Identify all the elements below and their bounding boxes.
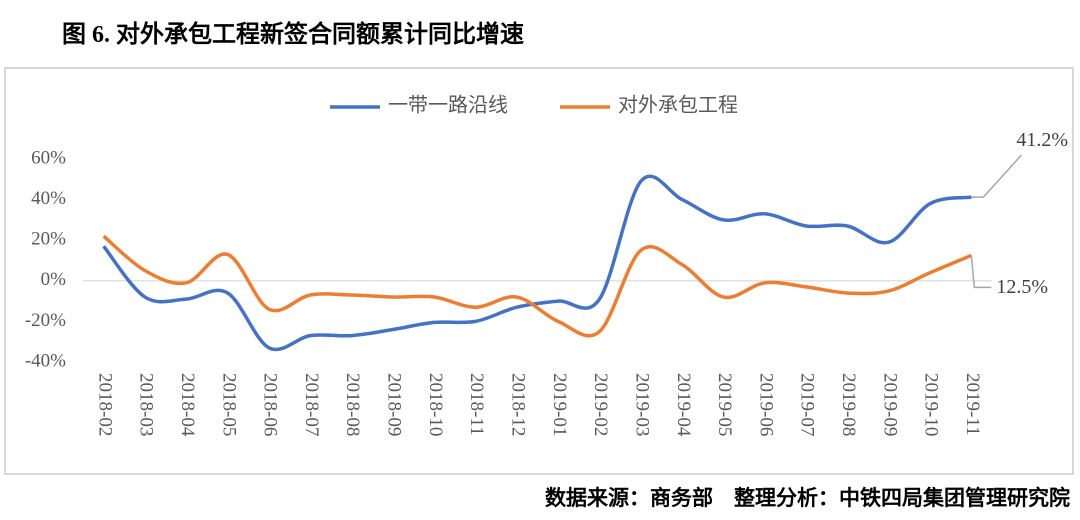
x-tick-label: 2019-01 (549, 373, 570, 436)
x-tick-label: 2018-02 (94, 373, 115, 436)
x-tick-label: 2018-06 (260, 373, 281, 436)
x-tick-label: 2019-10 (921, 373, 942, 436)
y-tick-label: 40% (31, 188, 66, 209)
y-tick-label: 60% (31, 147, 66, 168)
chart-title: 图 6. 对外承包工程新签合同额累计同比增速 (62, 20, 524, 48)
y-tick-label: 0% (41, 269, 67, 290)
chart-frame (4, 67, 1074, 475)
x-tick-label: 2019-02 (590, 373, 611, 436)
y-tick-label: 20% (31, 229, 66, 250)
data-line (102, 234, 973, 338)
x-tick-label: 2018-09 (384, 373, 405, 436)
data-line (102, 174, 972, 352)
x-tick-label: 2018-10 (425, 373, 446, 436)
legend-label: 一带一路沿线 (388, 94, 508, 117)
x-tick-label: 2019-05 (714, 373, 735, 436)
data-label: 12.5% (996, 276, 1048, 298)
leader-line (970, 255, 992, 289)
source-note: 数据来源：商务部 整理分析：中铁四局集团管理研究院 (545, 486, 1070, 510)
x-tick-label: 2018-03 (136, 373, 157, 436)
data-label: 41.2% (1016, 129, 1068, 151)
x-tick-label: 2018-11 (466, 373, 487, 436)
x-tick-label: 2019-03 (631, 373, 652, 436)
x-tick-label: 2018-04 (177, 373, 198, 437)
x-tick-label: 2018-12 (507, 373, 528, 436)
x-tick-label: 2019-09 (879, 373, 900, 436)
x-tick-label: 2019-04 (673, 373, 694, 437)
leader-line (971, 154, 1022, 198)
x-tick-label: 2019-11 (962, 373, 983, 436)
y-tick-label: -20% (25, 310, 66, 331)
x-tick-label: 2019-07 (797, 373, 818, 436)
y-tick-label: -40% (25, 350, 66, 371)
x-tick-label: 2019-08 (838, 373, 859, 436)
x-tick-label: 2018-08 (342, 373, 363, 436)
legend-label: 对外承包工程 (618, 94, 738, 117)
x-tick-label: 2018-05 (218, 373, 239, 436)
x-tick-label: 2018-07 (301, 373, 322, 436)
x-tick-label: 2019-06 (755, 373, 776, 436)
